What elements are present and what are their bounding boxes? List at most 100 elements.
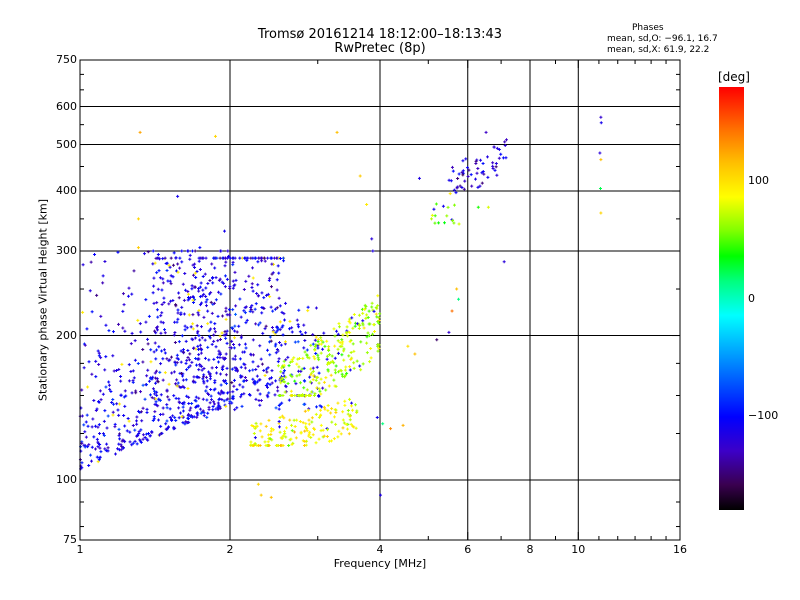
data-point-1520 — [491, 161, 495, 165]
data-point-1391 — [326, 368, 330, 372]
data-point-614 — [269, 305, 273, 309]
data-point-840 — [166, 395, 170, 399]
data-point-1496 — [372, 323, 376, 327]
data-point-370 — [222, 379, 226, 383]
data-point-536 — [205, 385, 209, 389]
data-point-335 — [198, 364, 202, 368]
data-point-701 — [194, 395, 198, 399]
data-point-637 — [260, 362, 264, 366]
data-point-148 — [146, 342, 150, 346]
data-point-1220 — [253, 436, 257, 440]
data-point-896 — [284, 384, 288, 388]
data-point-543 — [198, 303, 202, 307]
data-point-1481 — [376, 344, 380, 348]
data-point-175 — [102, 434, 106, 438]
data-point-824 — [209, 300, 213, 304]
data-point-479 — [216, 407, 220, 411]
x-tick-label-2: 2 — [226, 543, 234, 556]
data-point-1198 — [298, 420, 302, 424]
data-point-1068 — [305, 348, 309, 352]
data-point-624 — [240, 404, 244, 408]
data-point-1486 — [337, 351, 341, 355]
data-point-342 — [173, 416, 177, 420]
data-point-440 — [139, 428, 143, 432]
data-point-795 — [162, 301, 166, 305]
data-point-273 — [104, 355, 108, 359]
data-point-654 — [197, 259, 201, 263]
data-point-448 — [97, 423, 101, 427]
data-point-225 — [99, 398, 103, 402]
data-point-1401 — [331, 359, 335, 363]
data-point-1383 — [295, 374, 299, 378]
data-point-250 — [133, 439, 137, 443]
data-point-1548 — [461, 159, 465, 163]
data-point-1075 — [248, 309, 252, 313]
data-point-1416 — [298, 381, 302, 385]
data-point-821 — [232, 378, 236, 382]
data-point-1398 — [362, 326, 366, 330]
data-point-1256 — [278, 416, 282, 420]
data-point-1380 — [355, 322, 359, 326]
data-point-499 — [227, 254, 231, 258]
data-point-188 — [96, 440, 100, 444]
data-point-816 — [174, 363, 178, 367]
data-point-1353 — [319, 336, 323, 340]
data-point-785 — [167, 263, 171, 267]
x-tick-label-6: 6 — [464, 543, 472, 556]
data-point-730 — [276, 264, 280, 268]
data-point-1008 — [240, 393, 244, 397]
data-point-507 — [85, 413, 89, 417]
data-point-276 — [97, 400, 101, 404]
data-point-888 — [270, 262, 274, 266]
data-point-105 — [218, 338, 222, 342]
data-point-284 — [97, 458, 101, 462]
data-point-1538 — [464, 157, 468, 161]
data-point-1261 — [369, 347, 373, 351]
data-point-1168 — [346, 412, 350, 416]
data-point-677 — [228, 390, 232, 394]
data-point-1625 — [381, 422, 385, 426]
data-point-179 — [80, 414, 84, 418]
data-point-1491 — [317, 394, 321, 398]
data-point-1265 — [310, 371, 314, 375]
data-point-956 — [262, 307, 266, 311]
data-point-1233 — [249, 443, 253, 447]
data-point-744 — [204, 256, 208, 260]
data-point-754 — [271, 271, 275, 275]
data-point-794 — [176, 262, 180, 266]
y-tick-label-600: 600 — [56, 99, 77, 113]
data-point-1229 — [293, 430, 297, 434]
data-point-748 — [238, 357, 242, 361]
data-point-143 — [196, 344, 200, 348]
data-point-268 — [123, 389, 127, 393]
data-points — [78, 115, 603, 499]
data-point-563 — [284, 358, 288, 362]
data-point-401 — [190, 337, 194, 341]
data-point-454 — [94, 447, 98, 451]
data-point-1308 — [365, 313, 369, 317]
data-point-1181 — [304, 422, 308, 426]
data-point-1268 — [314, 378, 318, 382]
data-point-1475 — [328, 353, 332, 357]
data-point-966 — [276, 360, 280, 364]
data-point-1563 — [462, 187, 466, 191]
data-point-207 — [200, 301, 204, 305]
data-point-274 — [110, 400, 114, 404]
data-point-1615 — [502, 260, 506, 264]
data-point-537 — [191, 298, 195, 302]
data-point-517 — [192, 301, 196, 305]
data-point-155 — [155, 369, 159, 373]
data-point-529 — [153, 329, 157, 333]
data-point-1565 — [452, 188, 456, 192]
data-point-828 — [152, 284, 156, 288]
data-point-1462 — [282, 359, 286, 363]
data-point-1371 — [323, 344, 327, 348]
y-tick-label-750: 750 — [56, 53, 77, 66]
data-point-1089 — [320, 405, 324, 409]
data-point-325 — [93, 252, 97, 256]
data-point-1128 — [346, 409, 350, 413]
data-point-1175 — [317, 415, 321, 419]
data-point-650 — [250, 282, 254, 286]
data-point-668 — [221, 364, 225, 368]
data-point-998 — [243, 375, 247, 379]
